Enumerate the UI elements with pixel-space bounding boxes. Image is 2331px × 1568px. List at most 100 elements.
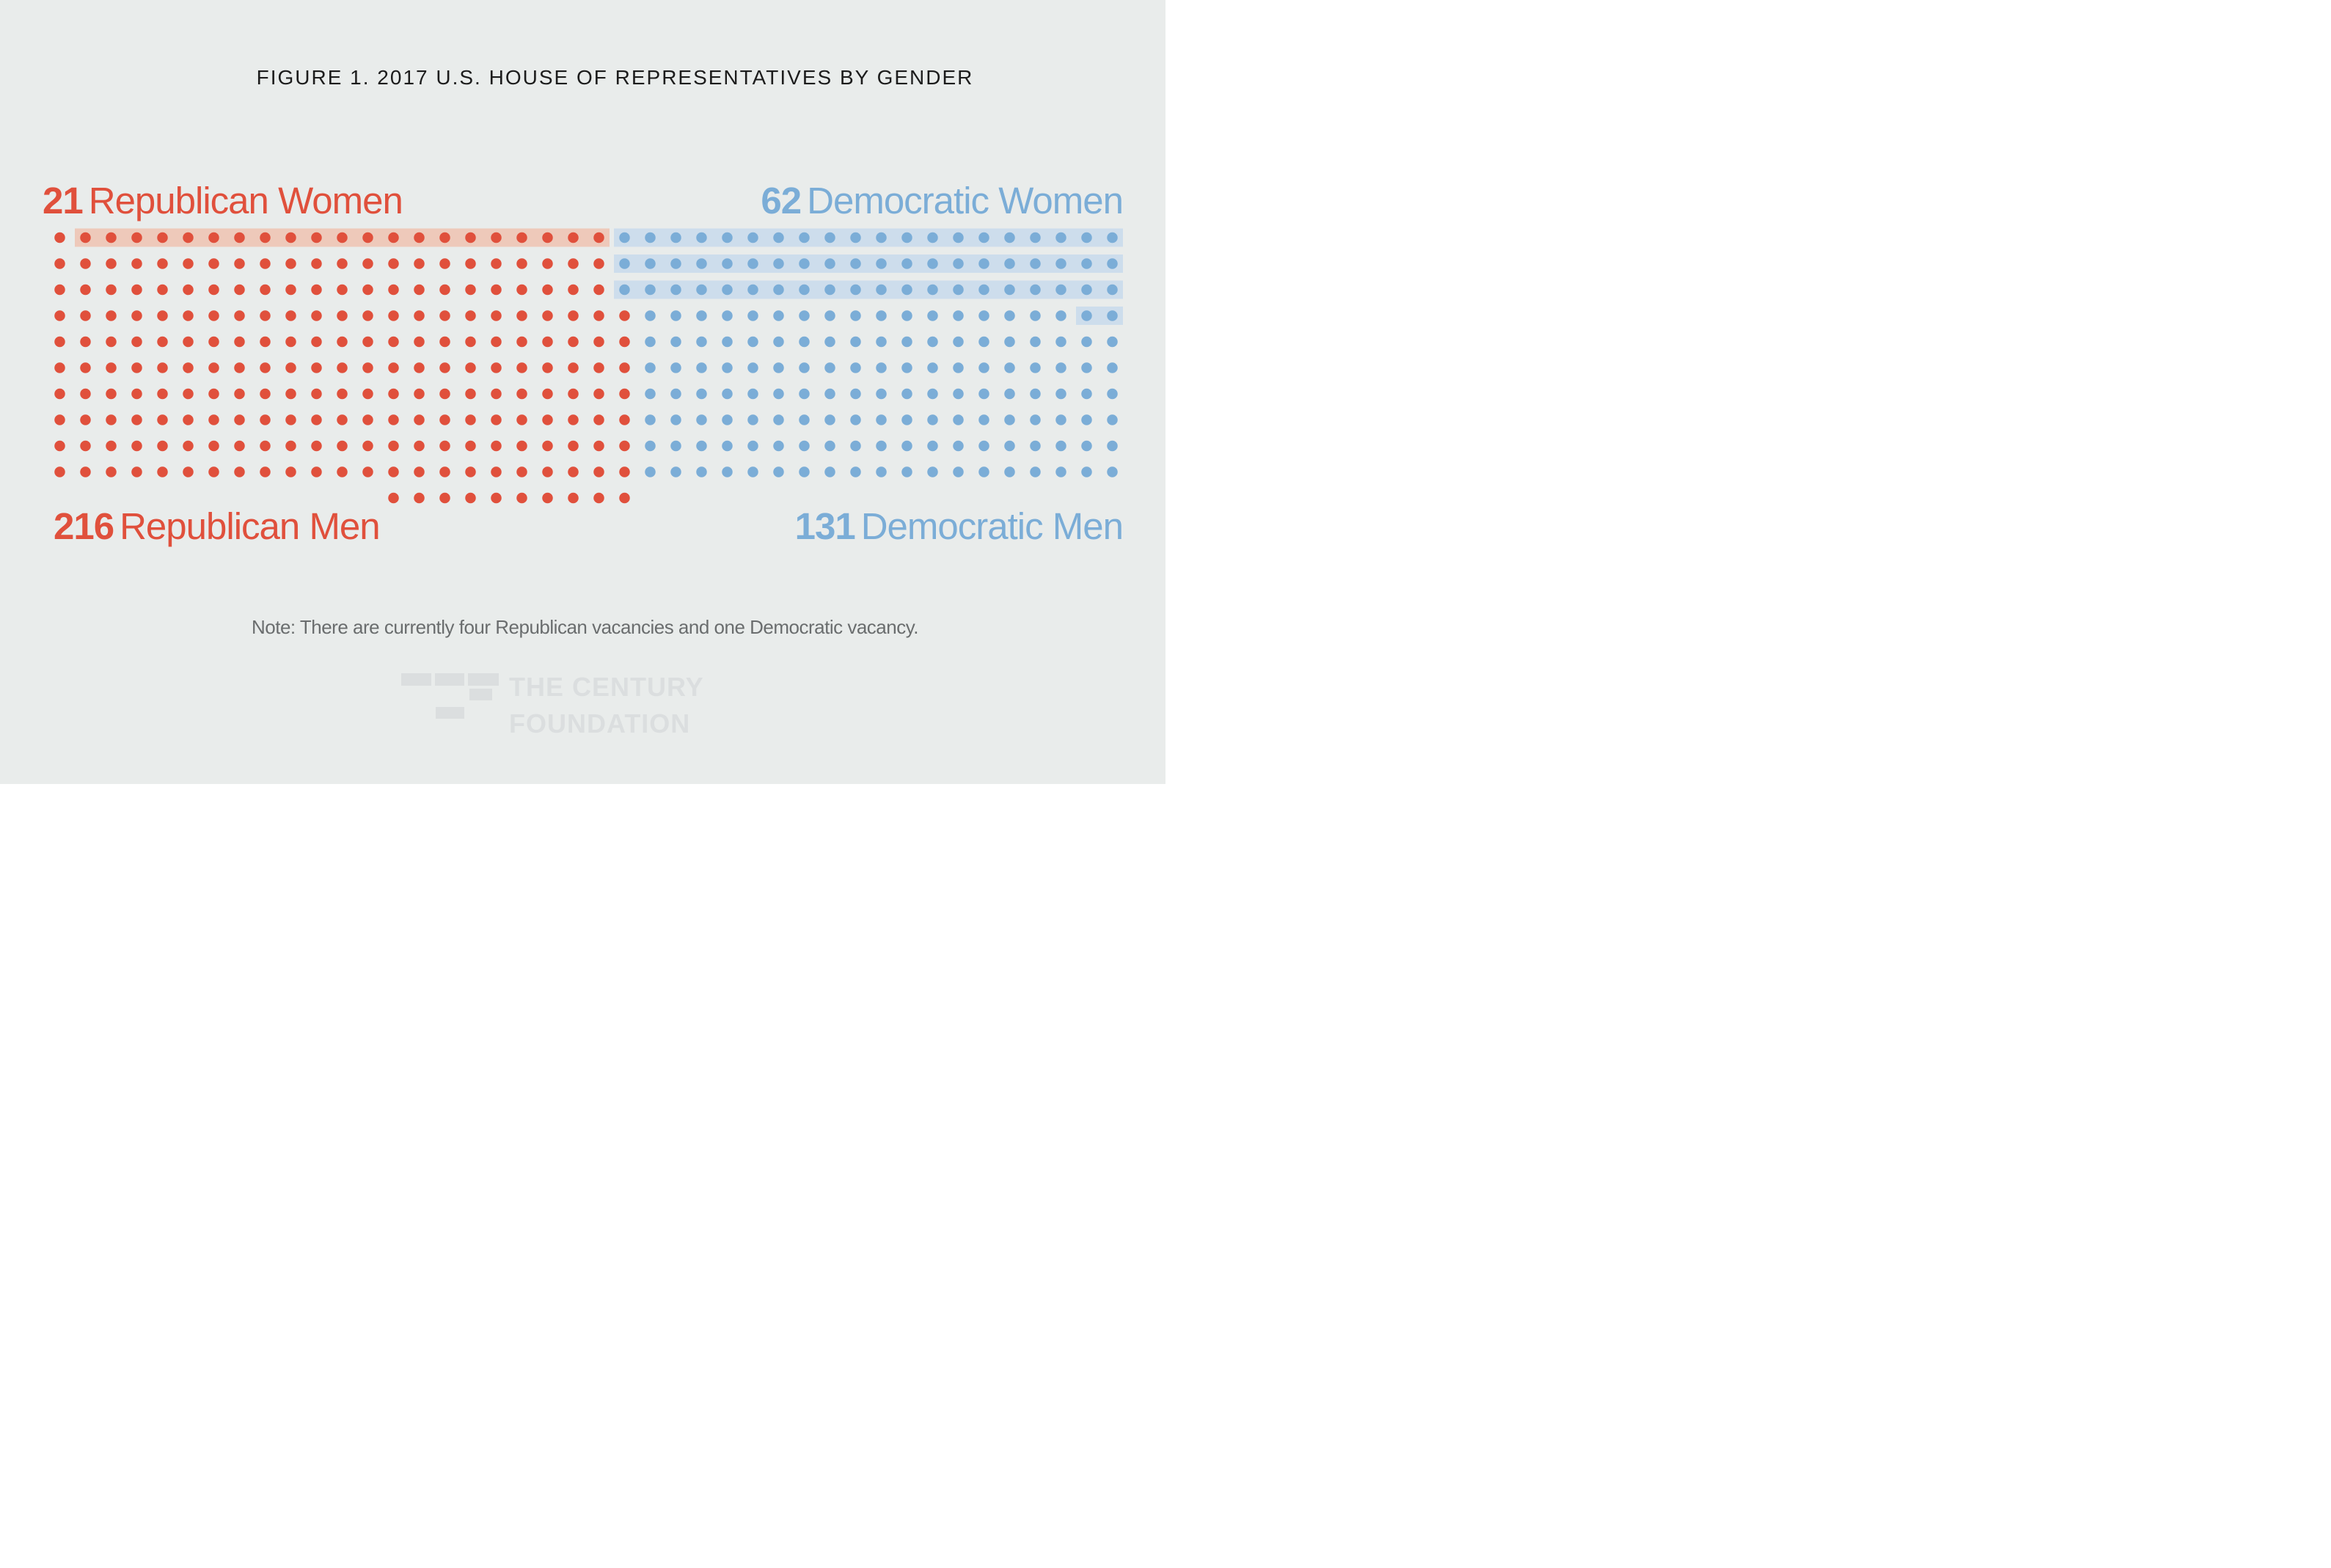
seat-dot [80,232,91,243]
seat-dot [1107,336,1118,348]
seat-dot [439,414,450,425]
seat-dot [773,258,784,269]
seat-dot [978,362,989,373]
seat-dot [414,310,425,321]
seat-dot [978,388,989,400]
seat-dot [260,258,271,269]
seat-dot [953,258,964,269]
seat-dot [645,232,656,243]
seat-dot [414,284,425,296]
seat-dot [183,336,194,348]
seat-dot [491,414,502,425]
seat-dot [1081,414,1092,425]
seat-dot [824,336,835,348]
seat-dot [850,466,861,477]
seat-dot [953,466,964,477]
seat-dot [516,232,527,243]
seat-dot [414,362,425,373]
seat-dot [388,492,399,504]
seat-dot [285,336,296,348]
seat-dot [465,466,476,477]
seat-dot [491,258,502,269]
seat-dot [362,466,373,477]
seat-dot [80,388,91,400]
seat-dot [337,466,348,477]
seat-dot [645,258,656,269]
seat-dot [1030,388,1041,400]
seat-dot [901,336,912,348]
seat-dot [1107,440,1118,452]
seat-dot [516,336,527,348]
seat-dot [465,362,476,373]
seat-dot [773,310,784,321]
seat-dot [1004,388,1015,400]
women-highlight-band [614,254,1123,273]
seat-dot [1030,414,1041,425]
seat-dot [234,284,245,296]
seat-dot [1004,414,1015,425]
seat-dot [593,284,604,296]
seat-dot [927,284,938,296]
seat-dot [927,336,938,348]
seat-dot [54,310,65,321]
seat-dot [645,362,656,373]
seat-dot [799,284,810,296]
seat-dot [260,232,271,243]
seat-dot [927,466,938,477]
seat-dot [645,336,656,348]
seat-dot [1055,440,1066,452]
seat-dot [80,466,91,477]
seat-dot [311,258,322,269]
seat-dot [927,258,938,269]
seat-dot [1030,284,1041,296]
seat-dot [516,310,527,321]
seat-dot [414,466,425,477]
seat-dot [106,232,117,243]
seat-dot [285,310,296,321]
seat-dot [619,258,630,269]
seat-dot [157,362,168,373]
seat-dot [568,388,579,400]
seat-dot [722,310,733,321]
seat-dot [619,466,630,477]
seat-dot [1055,284,1066,296]
seat-dot [568,284,579,296]
seat-dot [414,232,425,243]
seat-dot [234,258,245,269]
seat-dot [568,492,579,504]
seat-dot [722,362,733,373]
seat-dot [696,440,707,452]
seat-dot [208,440,219,452]
seat-dot [927,440,938,452]
seat-dot [439,258,450,269]
seat-dot [337,336,348,348]
seat-dot [542,388,553,400]
seat-dot [824,388,835,400]
seat-dot [1055,336,1066,348]
seat-dot [285,258,296,269]
seat-dot [260,284,271,296]
democratic-women-text: Democratic Women [807,180,1124,221]
seat-dot [234,466,245,477]
seat-dot [901,414,912,425]
seat-dot [696,466,707,477]
seat-dot [208,388,219,400]
logo-bar-icon [468,673,499,686]
seat-dot [388,388,399,400]
seat-dot [953,362,964,373]
seat-dot [491,310,502,321]
seat-dot [901,388,912,400]
seat-dot [1081,362,1092,373]
seat-dot [645,388,656,400]
seat-dot [876,466,887,477]
seat-dot [850,258,861,269]
seat-dot [901,310,912,321]
seat-dot [439,492,450,504]
seat-dot [465,310,476,321]
seat-dot [234,362,245,373]
logo-bar-icon [469,689,492,700]
seat-dot [311,336,322,348]
seat-dot [696,310,707,321]
democratic-women-label: 62 Democratic Women [761,180,1124,221]
seat-dot [1030,440,1041,452]
